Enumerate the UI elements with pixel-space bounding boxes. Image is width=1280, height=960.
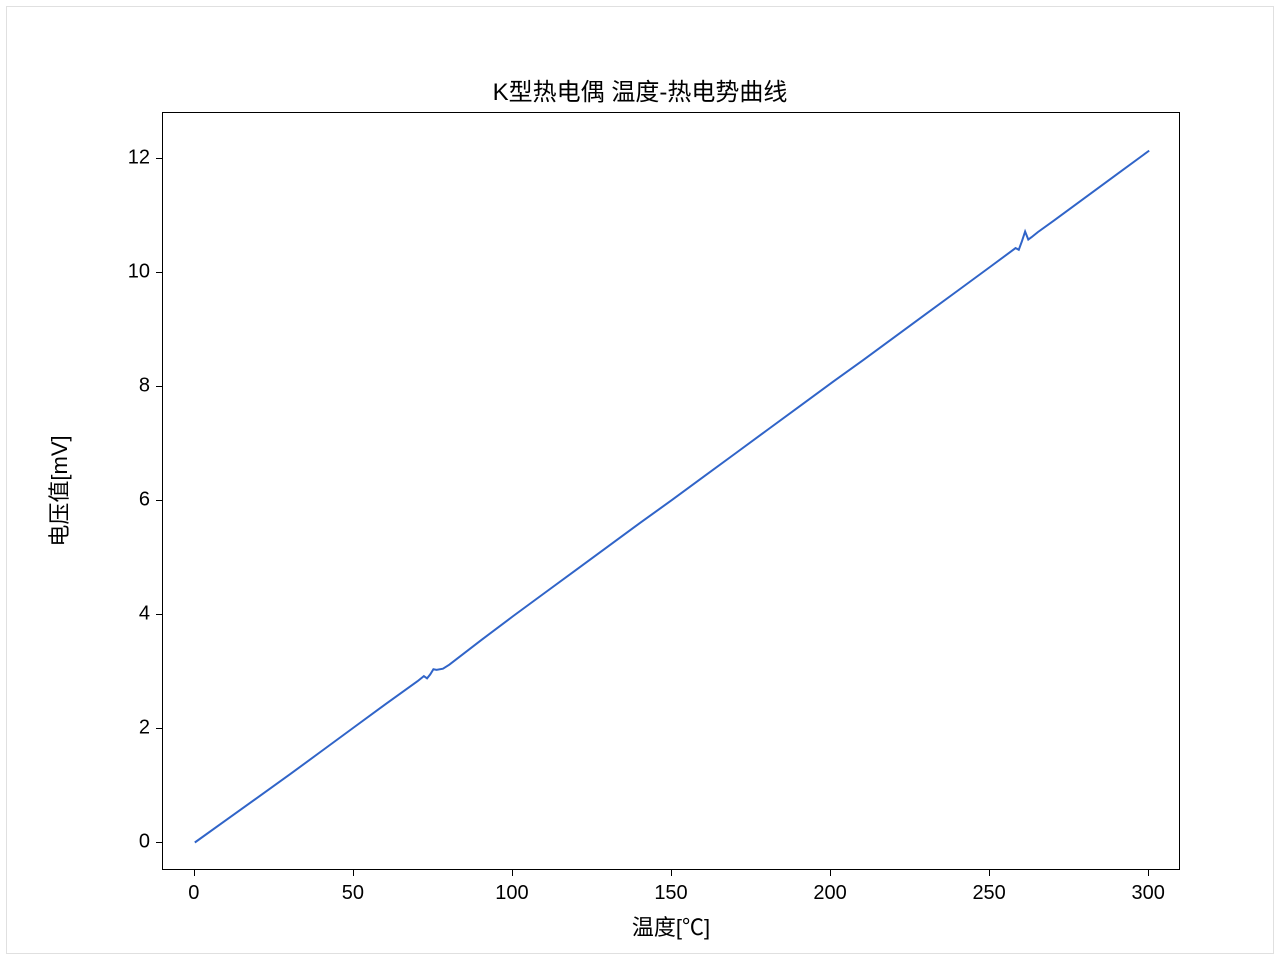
y-tick-label: 8 <box>139 374 150 397</box>
y-tick-mark <box>156 158 162 159</box>
plot-area <box>162 112 1180 870</box>
x-tick-mark <box>1148 870 1149 876</box>
x-axis-label: 温度[℃] <box>162 910 1180 942</box>
x-tick-label: 200 <box>813 882 846 905</box>
x-tick-mark <box>512 870 513 876</box>
y-tick-label: 4 <box>139 602 150 625</box>
x-tick-label: 150 <box>654 882 687 905</box>
y-tick-label: 10 <box>128 260 150 283</box>
chart-container: K型热电偶 温度-热电势曲线 温度[℃] 电压值[mV] 05010015020… <box>0 0 1280 960</box>
y-tick-label: 12 <box>128 146 150 169</box>
y-tick-mark <box>156 842 162 843</box>
x-tick-label: 0 <box>188 882 199 905</box>
x-tick-mark <box>353 870 354 876</box>
series-line <box>195 151 1149 843</box>
line-layer <box>163 113 1181 871</box>
y-axis-label: 电压值[mV] <box>42 431 74 551</box>
x-tick-mark <box>671 870 672 876</box>
x-tick-mark <box>989 870 990 876</box>
y-tick-label: 2 <box>139 716 150 739</box>
y-tick-label: 0 <box>139 830 150 853</box>
y-tick-mark <box>156 272 162 273</box>
y-tick-mark <box>156 728 162 729</box>
x-tick-mark <box>830 870 831 876</box>
chart-title: K型热电偶 温度-热电势曲线 <box>0 72 1280 107</box>
y-tick-mark <box>156 614 162 615</box>
x-tick-label: 50 <box>342 882 364 905</box>
y-tick-mark <box>156 500 162 501</box>
x-tick-mark <box>194 870 195 876</box>
x-tick-label: 300 <box>1132 882 1165 905</box>
y-tick-label: 6 <box>139 488 150 511</box>
y-tick-mark <box>156 386 162 387</box>
x-tick-label: 250 <box>972 882 1005 905</box>
x-tick-label: 100 <box>495 882 528 905</box>
